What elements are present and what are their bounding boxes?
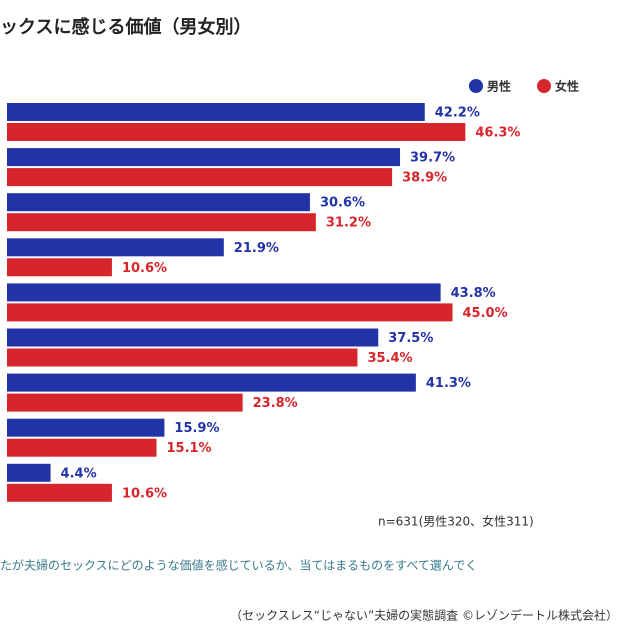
bar xyxy=(7,193,310,212)
bar xyxy=(7,168,393,187)
value-label: 15.9% xyxy=(174,421,219,436)
question-note: たが夫婦のセックスにどのような価値を感じているか、当てはまるものをすべて選んでく xyxy=(0,558,477,573)
bar xyxy=(7,103,425,121)
bar xyxy=(7,418,165,437)
value-label: 31.2% xyxy=(326,216,371,231)
value-label: 41.3% xyxy=(426,376,471,391)
legend-swatch xyxy=(469,79,483,93)
sample-note: n=631(男性320、女性311) xyxy=(378,514,534,529)
value-label: 10.6% xyxy=(122,261,167,276)
bar xyxy=(7,373,416,392)
value-label: 38.9% xyxy=(402,171,447,186)
legend-swatch xyxy=(537,79,551,93)
bar xyxy=(7,438,157,457)
value-label: 30.6% xyxy=(320,196,365,211)
value-label: 10.6% xyxy=(122,486,167,501)
bar xyxy=(7,258,112,277)
value-label: 42.2% xyxy=(435,106,480,121)
bar xyxy=(7,393,243,412)
value-label: 46.3% xyxy=(475,126,520,141)
chart-title: ックスに感じる価値（男女別） xyxy=(0,16,251,38)
value-label: 45.0% xyxy=(463,306,508,321)
bar xyxy=(7,328,379,347)
bar xyxy=(7,303,453,322)
value-label: 35.4% xyxy=(367,351,412,366)
bar xyxy=(7,148,401,167)
bar xyxy=(7,123,466,141)
value-label: 43.8% xyxy=(451,286,496,301)
source-note: （セックスレス“じゃない”夫婦の実態調査 ©レゾンデートル株式会社） xyxy=(230,608,618,623)
value-label: 39.7% xyxy=(410,151,455,166)
legend-label: 男性 xyxy=(487,79,511,94)
value-label: 23.8% xyxy=(253,396,298,411)
legend-label: 女性 xyxy=(555,79,579,94)
bar xyxy=(7,463,51,482)
bar xyxy=(7,213,316,232)
value-label: 21.9% xyxy=(234,241,279,256)
bar xyxy=(7,348,358,367)
value-label: 37.5% xyxy=(388,331,433,346)
bar xyxy=(7,238,224,257)
value-label: 15.1% xyxy=(166,441,211,456)
bar xyxy=(7,483,112,502)
bar xyxy=(7,283,441,302)
value-label: 4.4% xyxy=(61,466,97,481)
